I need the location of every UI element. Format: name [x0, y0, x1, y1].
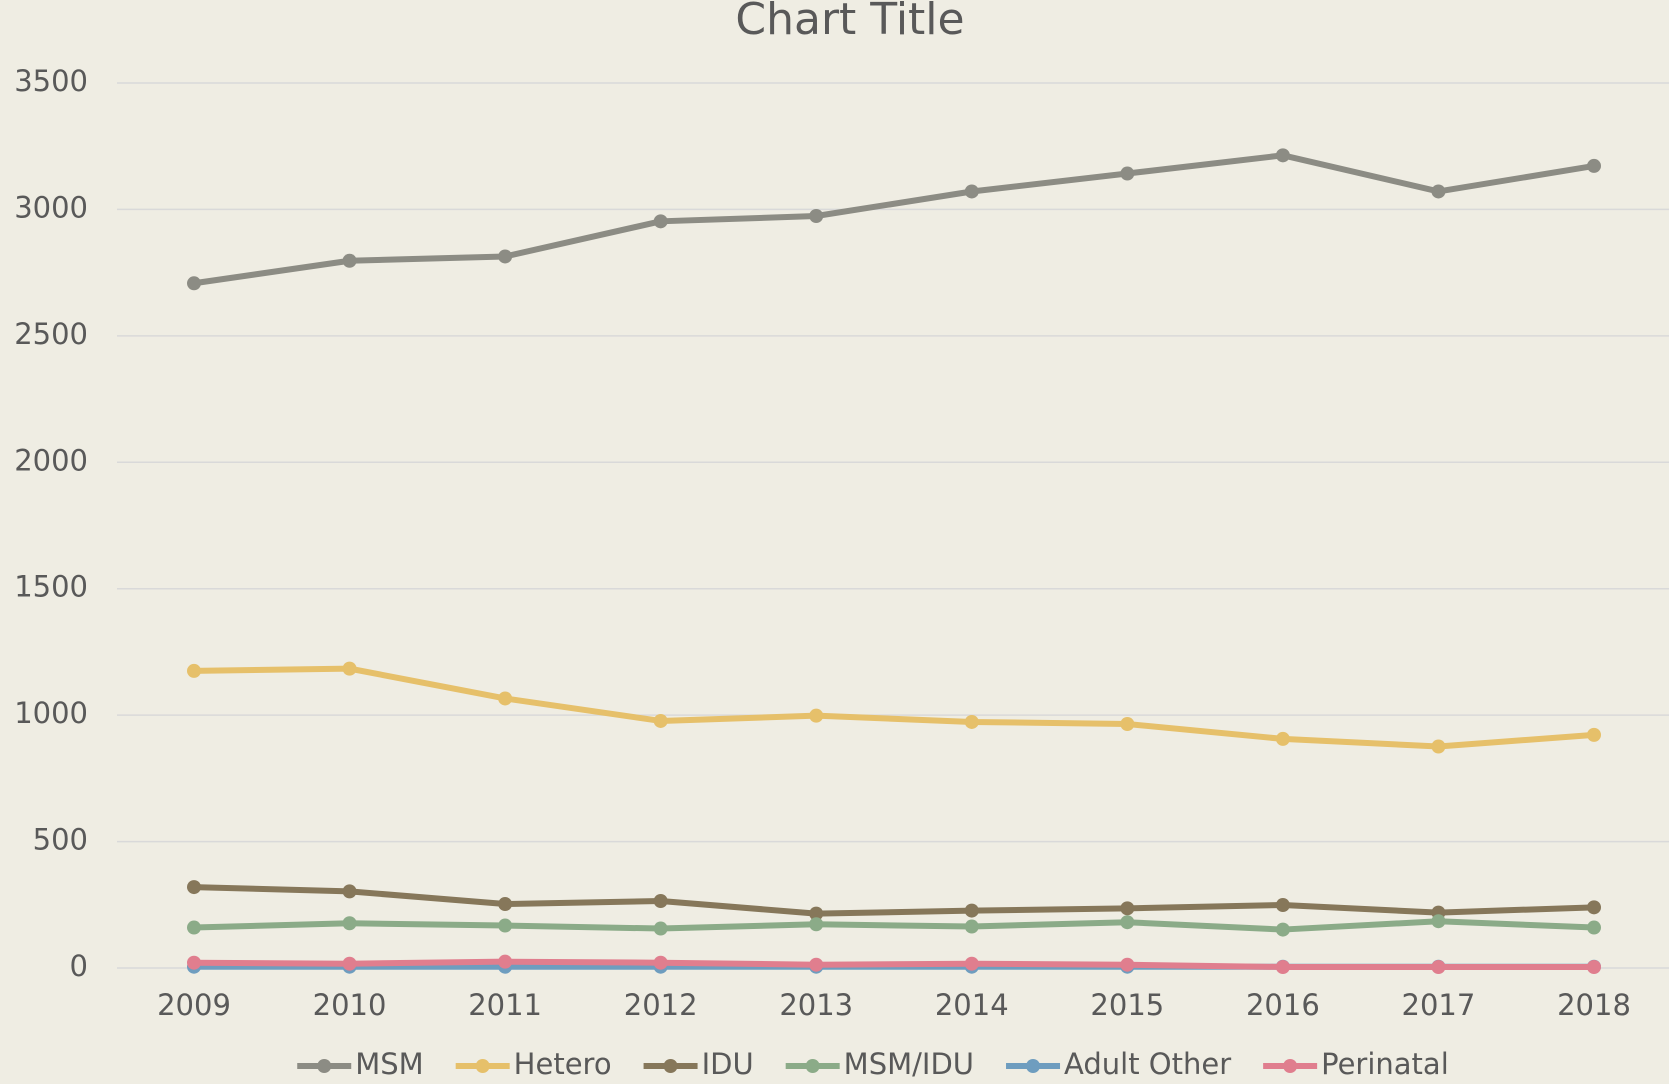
- legend-label: MSM/IDU: [844, 1047, 974, 1081]
- y-tick-label: 2000: [14, 443, 88, 477]
- data-point: [964, 956, 979, 971]
- data-point: [498, 897, 513, 912]
- data-point: [1275, 898, 1290, 913]
- data-point: [1587, 920, 1601, 935]
- data-point: [187, 880, 201, 895]
- data-point: [964, 184, 979, 199]
- legend-marker: [1026, 1059, 1041, 1073]
- data-point: [653, 713, 668, 728]
- data-point: [964, 714, 979, 729]
- data-point: [1587, 727, 1601, 742]
- y-tick-label: 3500: [14, 64, 88, 98]
- data-point: [809, 209, 824, 224]
- x-tick-label: 2017: [1402, 988, 1476, 1022]
- data-point: [1120, 166, 1135, 181]
- legend-label: IDU: [702, 1047, 754, 1081]
- data-point: [1275, 959, 1290, 974]
- data-point: [1431, 739, 1446, 754]
- x-tick-label: 2012: [624, 988, 698, 1022]
- legend-marker: [663, 1059, 678, 1073]
- data-point: [653, 955, 668, 970]
- legend-marker: [1283, 1059, 1298, 1073]
- data-point: [187, 276, 201, 291]
- data-point: [1431, 959, 1446, 974]
- data-point: [1120, 915, 1135, 930]
- data-point: [187, 955, 201, 970]
- y-tick-label: 1000: [14, 696, 88, 730]
- data-point: [809, 957, 824, 972]
- y-tick-label: 2500: [14, 317, 88, 351]
- data-point: [342, 253, 357, 268]
- x-tick-label: 2010: [313, 988, 387, 1022]
- data-point: [342, 884, 357, 899]
- data-point: [498, 691, 513, 706]
- data-point: [1587, 900, 1601, 915]
- data-point: [809, 708, 824, 723]
- series-line: [193, 884, 1595, 917]
- data-point: [187, 920, 201, 935]
- data-point: [653, 214, 668, 229]
- y-tick-label: 500: [33, 823, 88, 857]
- legend: MSM Hetero IDU MSM/IDU Adult Other Perinatal: [297, 1047, 1449, 1081]
- data-point: [498, 954, 513, 969]
- series-line: [193, 958, 1594, 970]
- series-line: [193, 665, 1595, 750]
- data-point: [1120, 901, 1135, 916]
- data-point: [809, 917, 824, 932]
- data-point: [498, 918, 513, 933]
- legend-label: Adult Other: [1064, 1047, 1231, 1081]
- data-point: [653, 893, 668, 908]
- x-tick-label: 2014: [935, 988, 1009, 1022]
- data-point: [187, 663, 201, 678]
- x-tick-label: 2016: [1246, 988, 1320, 1022]
- x-tick-label: 2018: [1557, 988, 1631, 1022]
- data-point: [1275, 148, 1290, 163]
- y-tick-label: 1500: [14, 570, 88, 604]
- data-point: [1120, 716, 1135, 731]
- data-point: [342, 916, 357, 931]
- y-tick-label: 0: [70, 949, 88, 983]
- data-point: [1431, 914, 1446, 929]
- legend-label: MSM: [355, 1047, 423, 1081]
- data-point: [1431, 184, 1446, 199]
- data-point: [1275, 731, 1290, 746]
- data-point: [1587, 158, 1601, 173]
- x-tick-label: 2011: [468, 988, 542, 1022]
- data-point: [498, 249, 513, 264]
- legend-marker: [805, 1059, 820, 1073]
- chart-title: Chart Title: [735, 0, 964, 45]
- legend-marker: [475, 1059, 490, 1073]
- x-tick-label: 2015: [1090, 988, 1164, 1022]
- data-point: [1120, 957, 1135, 972]
- data-point: [342, 661, 357, 676]
- x-tick-label: 2009: [157, 988, 231, 1022]
- legend-label: Perinatal: [1321, 1047, 1449, 1081]
- data-point: [342, 956, 357, 971]
- legend-label: Hetero: [514, 1047, 612, 1081]
- data-point: [1587, 959, 1601, 974]
- y-tick-label: 3000: [14, 190, 88, 224]
- data-point: [964, 903, 979, 918]
- data-point: [1275, 922, 1290, 937]
- series-line: [193, 918, 1595, 933]
- data-point: [653, 921, 668, 936]
- series-line: [193, 152, 1595, 287]
- data-point: [964, 919, 979, 934]
- x-tick-label: 2013: [779, 988, 853, 1022]
- legend-marker: [317, 1059, 332, 1073]
- data-point: [809, 906, 824, 921]
